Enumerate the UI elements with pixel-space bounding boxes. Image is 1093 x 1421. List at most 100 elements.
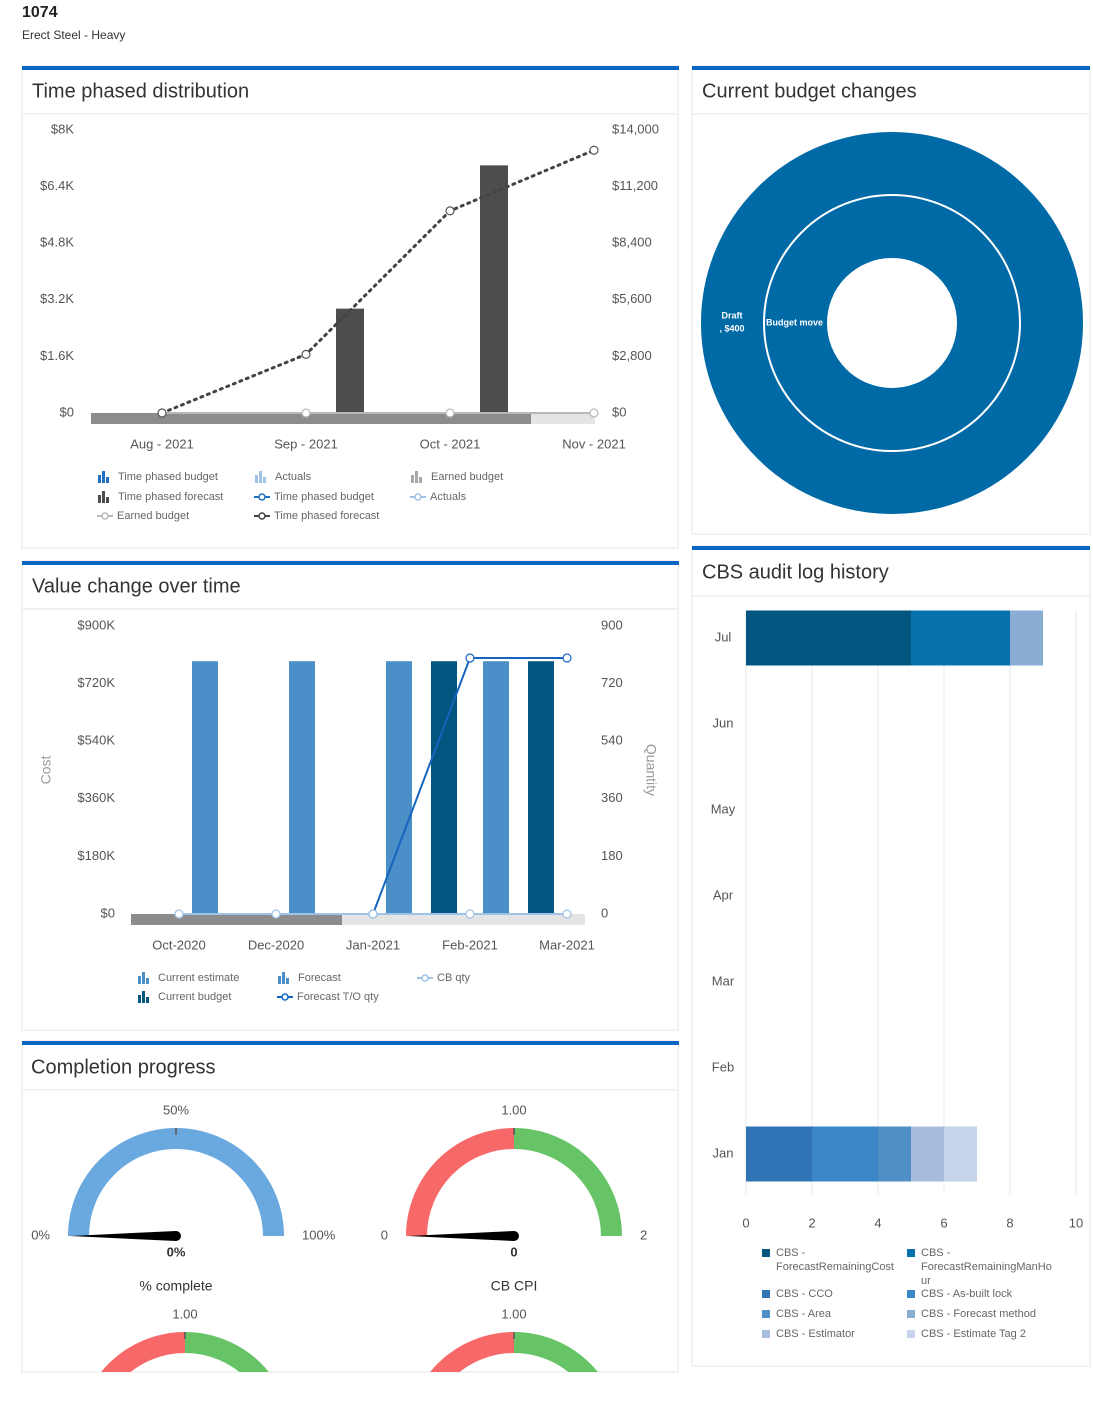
legend-label: CB qty	[437, 972, 471, 984]
x-tick-label: Feb-2021	[442, 937, 498, 952]
legend-label: Actuals	[275, 471, 312, 483]
y-tick-label: Jul	[715, 629, 732, 644]
legend-icon	[762, 1330, 770, 1338]
legend-label-box: CBS - Forecast method	[921, 1308, 1036, 1320]
y-tick-label: $180K	[77, 848, 115, 863]
y2-tick-label: 0	[601, 905, 608, 920]
point	[562, 909, 572, 919]
x-tick-label: Mar-2021	[539, 937, 595, 952]
panel-top	[692, 546, 1090, 550]
bar	[336, 308, 364, 413]
y2-tick-label: 720	[601, 675, 623, 690]
x-tick-label: Sep - 2021	[274, 436, 338, 451]
gauge-hub	[509, 1231, 519, 1241]
legend-icon	[907, 1290, 915, 1298]
gauge-group: 0% 50% 100% 0% % complete 0 1.00 2 0 CB CPI 1.00 1.…	[31, 1102, 647, 1372]
panel-title: CBS audit log history	[702, 561, 889, 583]
point	[445, 206, 455, 216]
legend-icon	[106, 477, 109, 483]
y-tick-label: May	[711, 801, 736, 816]
panel-top	[692, 66, 1090, 70]
x-tick-label: 6	[940, 1215, 947, 1230]
panel	[21, 65, 679, 549]
y2-tick-label: $5,600	[612, 291, 652, 306]
gauge-tick-label: 1.00	[172, 1306, 197, 1321]
y2-tick-label: $11,200	[612, 178, 658, 193]
gauge-band	[514, 1128, 622, 1236]
legend-label: Earned budget	[117, 510, 189, 522]
legend-label: Current estimate	[158, 972, 239, 984]
y2-tick-label: $14,000	[612, 121, 659, 136]
legend-icon	[258, 493, 266, 501]
x-tick-label: Nov - 2021	[562, 436, 626, 451]
point	[589, 145, 599, 155]
y-tick-label: $8K	[51, 121, 74, 136]
x-tick-label: 10	[1069, 1215, 1083, 1230]
y2-tick-label: $0	[612, 404, 626, 419]
x-tick-label: Dec-2020	[248, 937, 304, 952]
legend-icon	[258, 512, 266, 520]
legend-label: Earned budget	[431, 471, 503, 483]
point	[562, 653, 572, 663]
legend-label-box: CBS - ForecastRemainingManHour	[921, 1247, 1052, 1286]
point	[174, 909, 184, 919]
y-tick-label: $540K	[77, 733, 115, 748]
x-tick-label: 2	[808, 1215, 815, 1230]
legend-icon	[907, 1310, 915, 1318]
page-title: 1074	[22, 4, 58, 21]
panel	[691, 545, 1091, 1367]
y2-tick-label: $8,400	[612, 235, 652, 250]
legend-icon	[142, 972, 145, 984]
legend-icon	[907, 1330, 915, 1338]
y-tick-label: $0	[60, 404, 74, 419]
donut-ring	[701, 132, 1083, 514]
legend-icon	[415, 471, 418, 483]
legend-icon	[146, 997, 149, 1003]
point	[445, 408, 455, 418]
y2-axis-title: Quantity	[643, 744, 659, 796]
point	[465, 653, 475, 663]
donut-ring	[764, 195, 1020, 451]
x-tick-label: Aug - 2021	[130, 436, 194, 451]
legend-icon	[98, 495, 101, 503]
gauge-band	[514, 1332, 598, 1372]
gauge-tick-label: 50%	[163, 1102, 189, 1117]
gauge-value: 0	[510, 1244, 517, 1259]
slice-label: Draft	[721, 310, 742, 320]
legend-icon	[106, 497, 109, 503]
legend-icon	[278, 976, 281, 984]
y-tick-label: $720K	[77, 675, 115, 690]
panel-top	[22, 66, 679, 70]
y-axis-title: Cost	[38, 756, 54, 785]
legend-icon	[142, 991, 145, 1003]
y-tick-label: $4.8K	[40, 235, 74, 250]
legend-label: Time phased forecast	[118, 491, 223, 503]
legend-icon	[102, 491, 105, 503]
ring-separator	[763, 194, 1021, 452]
gauge-band	[406, 1128, 514, 1236]
legend-icon	[414, 493, 422, 501]
legend-icon	[102, 471, 105, 483]
legend-icon	[138, 976, 141, 984]
legend-label-box: CBS - Estimator	[776, 1328, 855, 1340]
gauge-tick-label: 0%	[31, 1227, 50, 1242]
y-tick-label: $0	[101, 905, 115, 920]
panel	[21, 1040, 679, 1373]
legend-label-box: CBS - CCO	[776, 1288, 833, 1300]
legend-icon	[101, 512, 109, 520]
gauge-hub	[171, 1231, 181, 1241]
gauge-needle	[408, 1231, 514, 1241]
gauge-label: CB CPI	[491, 1278, 538, 1294]
legend-label: CBS - Estimator	[776, 1328, 855, 1340]
legend-icon	[762, 1249, 770, 1257]
legend-label-box: CBS - Estimate Tag 2	[921, 1328, 1026, 1340]
y2-tick-label: 360	[601, 790, 623, 805]
legend-label: Time phased budget	[118, 471, 218, 483]
legend-label-box: CBS - Area	[776, 1308, 831, 1320]
bar-segment	[911, 1126, 944, 1182]
legend-label: CBS - CCO	[776, 1288, 833, 1300]
legend-label: Time phased forecast	[274, 510, 379, 522]
y-tick-label: $900K	[77, 617, 115, 632]
y-tick-label: Apr	[713, 887, 734, 902]
